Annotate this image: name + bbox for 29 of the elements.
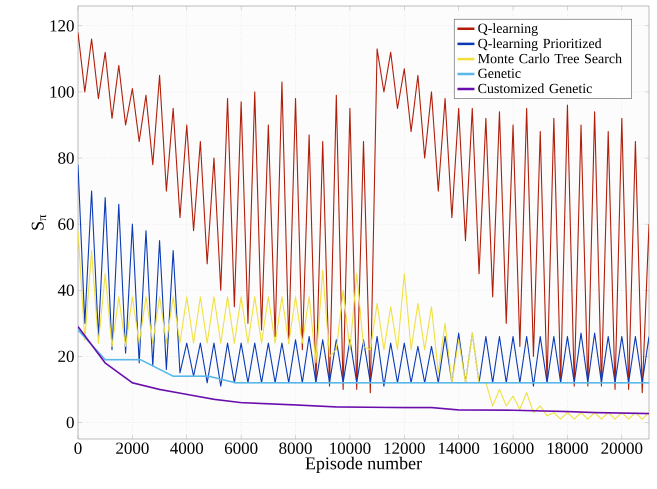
x-tick-label: 10000 bbox=[330, 442, 370, 454]
x-tick-label: 18000 bbox=[548, 442, 588, 454]
legend-label: Monte Carlo Tree Search bbox=[478, 53, 622, 64]
y-tick-label: 40 bbox=[58, 284, 74, 296]
legend-label: Genetic bbox=[478, 68, 521, 78]
y-tick-label: 0 bbox=[66, 416, 74, 428]
y-tick-label: 60 bbox=[58, 218, 74, 230]
x-tick-label: 14000 bbox=[438, 442, 480, 454]
line-series bbox=[78, 329, 650, 384]
x-tick-label: 20000 bbox=[601, 442, 642, 454]
x-axis-title: Episode number bbox=[306, 456, 422, 474]
legend-label: Q-learning bbox=[478, 23, 538, 36]
x-tick-label: 0 bbox=[74, 442, 82, 454]
x-tick-label: 4000 bbox=[170, 442, 204, 454]
x-tick-label: 8000 bbox=[279, 442, 312, 454]
y-tick-label: 20 bbox=[58, 350, 74, 362]
legend-label: Q-learning Prioritized bbox=[478, 38, 602, 52]
line-series bbox=[78, 326, 650, 414]
y-axis-title: S$_{π}$ bbox=[32, 214, 46, 230]
y-tick-label: 80 bbox=[58, 152, 74, 164]
y-tick-label: 100 bbox=[50, 86, 74, 98]
line-series bbox=[78, 230, 650, 420]
x-tick-label: 2000 bbox=[116, 442, 149, 454]
x-tick-label: 6000 bbox=[224, 442, 258, 454]
y-tick-label: 120 bbox=[50, 20, 74, 32]
line-series bbox=[78, 164, 650, 387]
legend-label: Customized Genetic bbox=[478, 83, 592, 94]
x-tick-label: 12000 bbox=[384, 442, 425, 454]
x-tick-label: 16000 bbox=[493, 442, 534, 454]
